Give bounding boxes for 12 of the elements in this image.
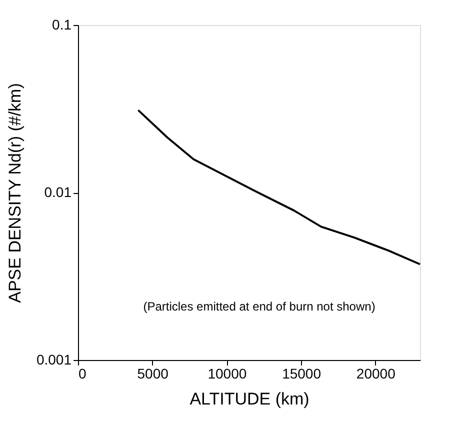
x-tick-label: 10000: [208, 366, 247, 382]
x-tick-label: 15000: [282, 366, 322, 382]
x-tick-label: 5000: [137, 366, 169, 382]
x-axis-title: ALTITUDE (km): [190, 390, 310, 408]
x-tick-label: 0: [78, 366, 86, 382]
y-tick-label: 0.001: [36, 352, 72, 368]
x-tick-label: 20000: [356, 366, 396, 382]
y-axis-title: APSE DENSITY Nd(r) (#/km): [5, 83, 24, 303]
line-series: [137, 109, 421, 266]
y-tick-label: 0.1: [52, 16, 72, 32]
annotation: (Particles emitted at end of burn not shown): [143, 299, 376, 314]
y-tick-label: 0.01: [44, 184, 72, 200]
